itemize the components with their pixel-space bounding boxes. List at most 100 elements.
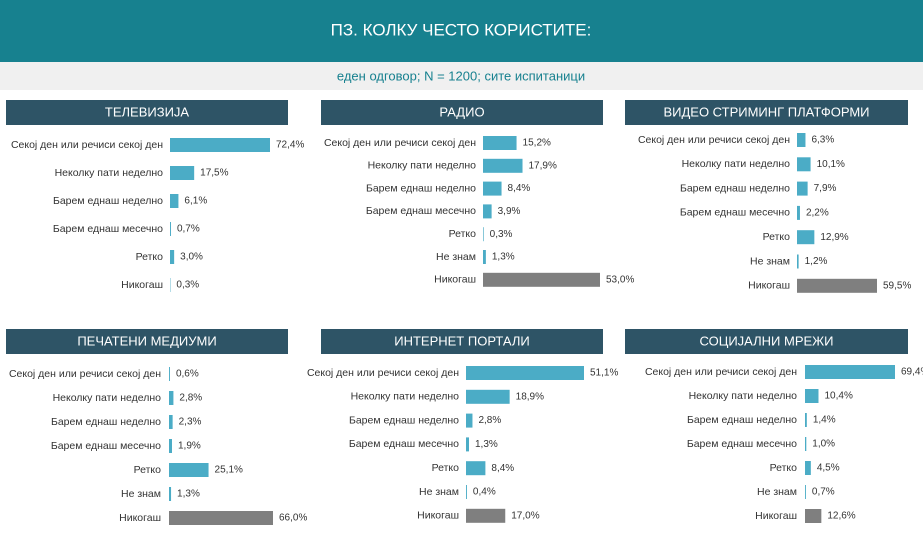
bar	[170, 222, 171, 236]
bar	[805, 413, 807, 427]
bar	[483, 181, 502, 196]
category-label: Неколку пати неделно	[682, 158, 791, 170]
category-label: Никогаш	[417, 510, 459, 522]
category-label: Неколку пати неделно	[55, 167, 164, 179]
value-label: 18,9%	[516, 391, 544, 402]
value-label: 59,5%	[883, 280, 911, 291]
category-label: Барем еднаш месечно	[680, 207, 790, 219]
value-label: 2,2%	[806, 208, 829, 219]
panel-title-box	[625, 329, 908, 354]
value-label: 17,5%	[200, 168, 228, 179]
value-label: 2,8%	[179, 393, 202, 404]
value-label: 0,4%	[473, 487, 496, 498]
bar	[170, 194, 179, 208]
value-label: 6,1%	[184, 196, 207, 207]
bar	[797, 133, 806, 147]
category-label: Никогаш	[119, 512, 161, 524]
value-label: 0,6%	[176, 369, 199, 380]
value-label: 72,4%	[276, 140, 304, 151]
category-label: Секој ден или речиси секој ден	[9, 368, 161, 380]
panel-title: ИНТЕРНЕТ ПОРТАЛИ	[394, 333, 530, 348]
value-label: 66,0%	[279, 513, 307, 524]
category-label: Неколку пати неделно	[351, 391, 460, 403]
bar	[466, 437, 470, 452]
value-label: 10,4%	[824, 391, 852, 402]
bar	[466, 413, 473, 428]
value-label: 0,7%	[177, 224, 200, 235]
panel-title-box	[321, 329, 603, 354]
category-label: Секој ден или речиси секој ден	[645, 366, 797, 378]
bar	[797, 157, 811, 172]
value-label: 1,2%	[805, 256, 828, 267]
category-label: Ретко	[449, 228, 477, 240]
bar	[466, 485, 467, 499]
category-label: Ретко	[763, 231, 791, 243]
bar	[169, 463, 209, 477]
value-label: 10,1%	[817, 159, 845, 170]
bar	[169, 367, 170, 381]
value-label: 0,7%	[812, 487, 835, 498]
subtitle-band	[0, 62, 923, 90]
category-label: Барем еднаш неделно	[51, 416, 161, 428]
bar	[797, 181, 808, 196]
bar	[483, 136, 517, 150]
category-label: Секој ден или речиси секој ден	[11, 139, 163, 151]
bar	[483, 204, 492, 219]
category-label: Ретко	[432, 462, 460, 474]
bar	[169, 487, 172, 501]
panel-title-box	[321, 100, 603, 125]
category-label: Барем еднаш неделно	[53, 195, 163, 207]
value-label: 8,4%	[508, 183, 531, 194]
panel-title: ТЕЛЕВИЗИЈА	[105, 104, 190, 119]
category-label: Барем еднаш неделно	[366, 182, 476, 194]
bar	[797, 254, 799, 269]
panel-title: СОЦИЈАЛНИ МРЕЖИ	[699, 333, 833, 348]
page-subtitle: еден одговор; N = 1200; сите испитаници	[337, 68, 585, 83]
page-title: ПЗ. КОЛКУ ЧЕСТО КОРИСТИТЕ:	[331, 20, 592, 39]
category-label: Никогаш	[748, 280, 790, 292]
category-label: Секој ден или речиси секој ден	[638, 134, 790, 146]
category-label: Неколку пати неделно	[689, 390, 798, 402]
panel-title: ПЕЧАТЕНИ МЕДИУМИ	[77, 333, 216, 348]
bar	[805, 509, 822, 523]
value-label: 17,9%	[529, 160, 557, 171]
value-label: 12,9%	[820, 232, 848, 243]
value-label: 1,3%	[177, 489, 200, 500]
bar	[466, 389, 510, 404]
bar	[483, 227, 484, 242]
bar	[797, 278, 877, 293]
category-label: Не знам	[436, 251, 476, 263]
category-label: Неколку пати неделно	[53, 392, 162, 404]
bar	[805, 437, 807, 451]
panel-title-box	[625, 100, 908, 125]
category-label: Барем еднаш месечно	[349, 438, 459, 450]
header-band	[0, 0, 923, 62]
value-label: 2,8%	[478, 415, 501, 426]
category-label: Секој ден или речиси секој ден	[324, 137, 476, 149]
value-label: 3,9%	[498, 206, 521, 217]
category-label: Не знам	[757, 486, 797, 498]
category-label: Барем еднаш неделно	[687, 414, 797, 426]
value-label: 1,3%	[492, 252, 515, 263]
bar	[466, 366, 584, 380]
value-label: 4,5%	[817, 463, 840, 474]
value-label: 3,0%	[180, 252, 203, 263]
value-label: 53,0%	[606, 274, 634, 285]
category-label: Барем еднаш месечно	[51, 440, 161, 452]
bar	[797, 230, 815, 245]
category-label: Не знам	[121, 488, 161, 500]
value-label: 51,1%	[590, 368, 618, 379]
value-label: 17,0%	[511, 510, 539, 521]
value-label: 8,4%	[491, 463, 514, 474]
category-label: Никогаш	[121, 279, 163, 291]
bar	[169, 511, 273, 525]
category-label: Барем еднаш месечно	[687, 438, 797, 450]
bar	[170, 138, 270, 152]
bar	[466, 508, 506, 523]
category-label: Неколку пати неделно	[368, 160, 477, 172]
value-label: 69,4%	[901, 367, 923, 378]
value-label: 25,1%	[215, 465, 243, 476]
bar	[805, 365, 895, 379]
category-label: Не знам	[750, 255, 790, 267]
category-label: Никогаш	[755, 510, 797, 522]
